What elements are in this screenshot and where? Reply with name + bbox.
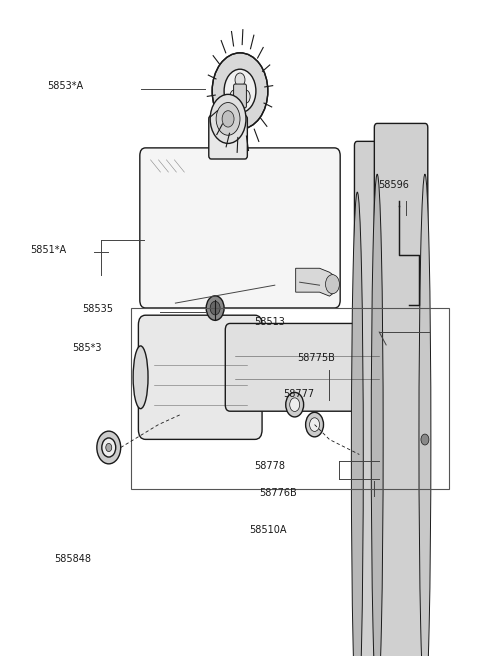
Text: 5851*A: 5851*A (30, 245, 66, 255)
Circle shape (286, 392, 304, 417)
Circle shape (230, 90, 240, 103)
Circle shape (102, 438, 116, 457)
Bar (131, 308, 449, 489)
Circle shape (97, 431, 120, 464)
Text: 58775B: 58775B (297, 353, 335, 363)
FancyBboxPatch shape (374, 124, 428, 657)
Circle shape (310, 418, 320, 432)
Circle shape (210, 302, 220, 315)
Circle shape (222, 111, 234, 127)
Ellipse shape (399, 192, 411, 657)
Polygon shape (296, 268, 337, 296)
Text: 5853*A: 5853*A (47, 81, 83, 91)
Circle shape (106, 443, 112, 451)
Ellipse shape (133, 346, 148, 409)
Circle shape (236, 85, 244, 97)
Circle shape (306, 413, 324, 437)
Circle shape (325, 275, 339, 294)
Text: 585848: 585848 (54, 554, 91, 564)
FancyBboxPatch shape (354, 141, 408, 657)
Text: 58778: 58778 (254, 461, 285, 471)
Text: 58777: 58777 (283, 389, 314, 399)
Circle shape (206, 296, 224, 321)
Text: 58535: 58535 (83, 304, 113, 314)
Circle shape (290, 398, 300, 411)
Ellipse shape (351, 192, 363, 657)
FancyBboxPatch shape (209, 116, 247, 159)
FancyBboxPatch shape (234, 84, 246, 108)
Text: 58513: 58513 (254, 317, 285, 327)
FancyBboxPatch shape (138, 315, 262, 440)
Circle shape (224, 69, 256, 113)
Circle shape (401, 452, 409, 463)
Ellipse shape (419, 174, 431, 657)
Circle shape (210, 95, 246, 143)
Circle shape (421, 434, 429, 445)
Circle shape (212, 53, 268, 129)
FancyBboxPatch shape (225, 323, 389, 411)
Ellipse shape (380, 336, 398, 399)
Text: 58510A: 58510A (250, 525, 287, 535)
Ellipse shape (371, 174, 383, 657)
Circle shape (235, 73, 245, 87)
Text: 585*3: 585*3 (72, 343, 101, 353)
Text: 58596: 58596 (378, 179, 409, 190)
Text: 58776B: 58776B (259, 488, 297, 499)
FancyBboxPatch shape (140, 148, 340, 308)
Circle shape (240, 90, 250, 103)
Circle shape (216, 102, 240, 135)
